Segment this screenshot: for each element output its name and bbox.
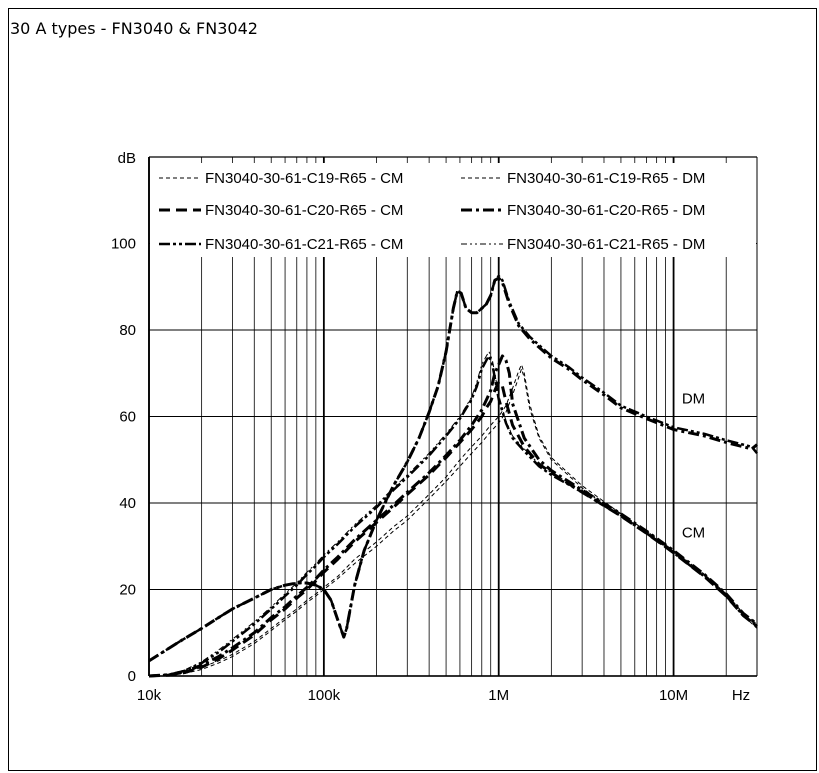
axes: 0 20 40 60 80 100 10k 100k 1M 10M dB Hz DM CM — [111, 150, 757, 704]
series-layer — [148, 274, 758, 678]
legend: FN3040-30-61-C19-R65 - CM FN3040-30-61-C1… — [159, 170, 705, 253]
x-tick-label: 100k — [308, 687, 341, 704]
series-line — [148, 354, 758, 678]
legend-label: FN3040-30-61-C19-R65 - DM — [507, 170, 705, 187]
series-line — [148, 351, 758, 677]
series-line — [148, 274, 758, 662]
series-line — [148, 364, 758, 677]
series-line — [148, 354, 758, 678]
y-tick-label: 20 — [119, 582, 136, 599]
x-tick-label: 10M — [659, 687, 688, 704]
legend-label: FN3040-30-61-C19-R65 - CM — [205, 170, 403, 187]
x-tick-label: 10k — [137, 687, 162, 704]
page-title: 30 A types - FN3040 & FN3042 — [10, 19, 258, 38]
series-line — [148, 368, 758, 677]
annotation-label: CM — [682, 525, 705, 542]
y-axis-label: dB — [118, 150, 136, 167]
y-tick-label: 100 — [111, 236, 136, 253]
y-tick-label: 60 — [119, 409, 136, 426]
legend-background — [150, 163, 756, 257]
y-tick-label: 80 — [119, 322, 136, 339]
legend-label: FN3040-30-61-C21-R65 - DM — [507, 236, 705, 253]
annotation-label: DM — [682, 391, 705, 408]
legend-label: FN3040-30-61-C20-R65 - CM — [205, 202, 403, 219]
chart-frame: 30 A types - FN3040 & FN3042 — [8, 8, 817, 771]
legend-label: FN3040-30-61-C21-R65 - CM — [205, 236, 403, 253]
y-tick-label: 40 — [119, 495, 136, 512]
y-tick-label: 0 — [128, 668, 136, 685]
x-tick-label: 1M — [488, 687, 509, 704]
x-axis-label: Hz — [732, 687, 750, 704]
legend-label: FN3040-30-61-C20-R65 - DM — [507, 202, 705, 219]
